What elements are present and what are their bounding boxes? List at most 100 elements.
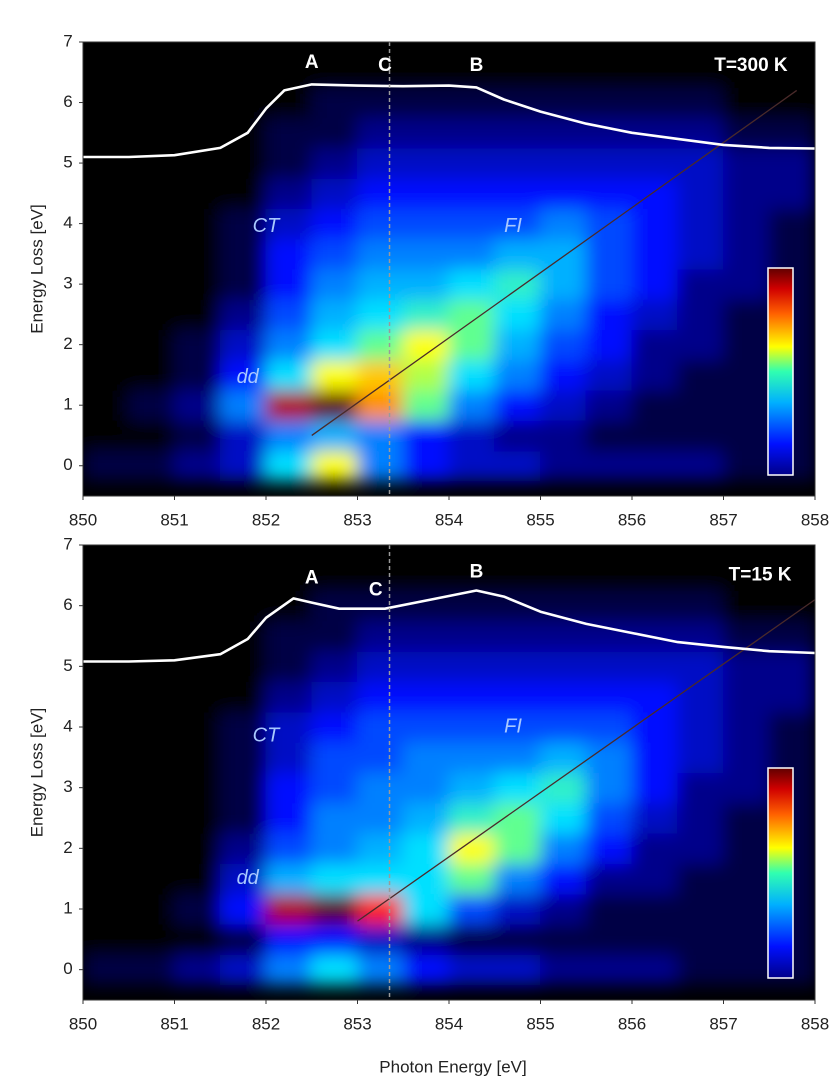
- annotation: B: [470, 55, 484, 76]
- heatmap-cell: [402, 954, 450, 986]
- x-tick-label: 858: [801, 510, 829, 529]
- heatmap-cell: [402, 177, 450, 209]
- heatmap-cell: [677, 389, 724, 421]
- heatmap-cell: [677, 86, 724, 119]
- heatmap-cell: [677, 238, 724, 270]
- heatmap-cell: [540, 863, 587, 895]
- x-tick-label: 850: [69, 1014, 97, 1033]
- x-tick-label: 852: [252, 1014, 280, 1033]
- heatmap-cell: [128, 893, 175, 925]
- heatmap-cell: [448, 419, 496, 452]
- heatmap-cell: [723, 832, 770, 864]
- heatmap-cell: [357, 650, 404, 682]
- heatmap-cell: [723, 650, 770, 682]
- heatmap-cell: [723, 268, 770, 300]
- heatmap-cell: [448, 711, 496, 743]
- heatmap-cell: [540, 147, 587, 179]
- heatmap-cell: [265, 117, 313, 149]
- annotation: T=300 K: [714, 55, 788, 76]
- heatmap-cell: [631, 207, 679, 240]
- heatmap-cell: [265, 238, 313, 270]
- heatmap-cell: [494, 268, 541, 300]
- heatmap-cell: [219, 329, 267, 361]
- y-tick-label: 5: [63, 656, 72, 675]
- heatmap-cell: [174, 419, 221, 452]
- heatmap-cell: [128, 298, 175, 331]
- annotation: CT: [253, 215, 281, 237]
- heatmap-cell: [723, 954, 770, 986]
- heatmap-cell: [677, 954, 724, 986]
- heatmap-cell: [219, 893, 267, 925]
- heatmap-cell: [174, 711, 221, 743]
- heatmap-cell: [768, 620, 815, 652]
- heatmap-cell: [311, 207, 358, 240]
- heatmap-cell: [219, 450, 267, 482]
- heatmap-cell: [219, 923, 267, 955]
- heatmap-cell: [174, 832, 221, 864]
- heatmap-cell: [402, 559, 450, 591]
- heatmap-cell: [494, 147, 541, 179]
- heatmap-cell: [448, 620, 496, 652]
- heatmap-cell: [83, 298, 130, 331]
- heatmap-cell: [174, 329, 221, 361]
- heatmap: [83, 56, 815, 482]
- heatmap-cell: [585, 177, 633, 209]
- heatmap-cell: [585, 450, 633, 482]
- heatmap-cell: [265, 772, 313, 804]
- heatmap-cell: [83, 590, 130, 622]
- heatmap-cell: [540, 620, 587, 652]
- heatmap-cell: [677, 772, 724, 804]
- heatmap-cell: [585, 832, 633, 864]
- heatmap-cell: [631, 359, 679, 391]
- heatmap-cell: [174, 86, 221, 119]
- heatmap-cell: [174, 389, 221, 421]
- heatmap-cell: [723, 450, 770, 482]
- heatmap-cell: [677, 741, 724, 773]
- heatmap-cell: [83, 741, 130, 773]
- heatmap-cell: [768, 650, 815, 682]
- heatmap-cell: [631, 681, 679, 713]
- heatmap-cell: [219, 772, 267, 804]
- heatmap-cell: [540, 389, 587, 421]
- heatmap-cell: [494, 923, 541, 955]
- heatmap-cell: [723, 359, 770, 391]
- heatmap-cell: [540, 238, 587, 270]
- heatmap-cell: [219, 147, 267, 179]
- heatmap-cell: [219, 802, 267, 834]
- heatmap-cell: [83, 238, 130, 270]
- heatmap-cell: [677, 298, 724, 331]
- heatmap-cell: [265, 177, 313, 209]
- heatmap-cell: [402, 329, 450, 361]
- heatmap-cell: [174, 863, 221, 895]
- heatmap-cell: [723, 711, 770, 743]
- heatmap-cell: [402, 711, 450, 743]
- heatmap-cell: [357, 681, 404, 713]
- heatmap-cell: [494, 681, 541, 713]
- heatmap-cell: [265, 620, 313, 652]
- heatmap-cell: [585, 238, 633, 270]
- x-tick-label: 856: [618, 1014, 646, 1033]
- heatmap-cell: [174, 177, 221, 209]
- heatmap-cell: [723, 329, 770, 361]
- heatmap-cell: [585, 419, 633, 452]
- heatmap-cell: [128, 772, 175, 804]
- heatmap-cell: [631, 177, 679, 209]
- annotation: dd: [237, 366, 260, 388]
- heatmap-cell: [311, 359, 358, 391]
- annotation: T=15 K: [729, 564, 792, 585]
- annotation: dd: [237, 867, 260, 889]
- heatmap-cell: [677, 268, 724, 300]
- heatmap-cell: [265, 359, 313, 391]
- heatmap-cell: [83, 117, 130, 149]
- heatmap-cell: [494, 359, 541, 391]
- heatmap-cell: [585, 268, 633, 300]
- annotation: FI: [504, 715, 522, 737]
- heatmap-cell: [540, 450, 587, 482]
- heatmap-cell: [631, 389, 679, 421]
- heatmap-cell: [128, 711, 175, 743]
- heatmap-cell: [723, 147, 770, 179]
- y-tick-label: 2: [63, 334, 72, 353]
- heatmap-cell: [402, 86, 450, 119]
- y-tick-label: 6: [63, 92, 72, 111]
- heatmap-cell: [174, 238, 221, 270]
